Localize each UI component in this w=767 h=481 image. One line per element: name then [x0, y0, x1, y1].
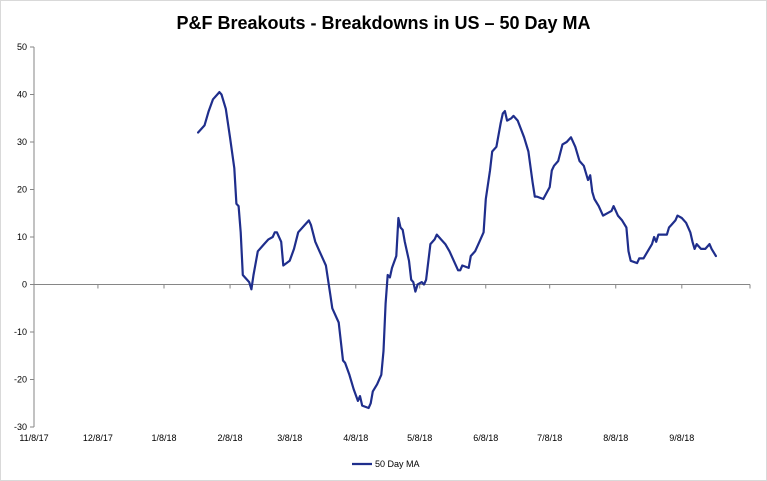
x-tick-label: 12/8/17	[83, 433, 113, 443]
y-axis: -30 -20 -10 0 10 20 30 40 50	[14, 42, 35, 432]
series-line	[197, 90, 718, 410]
y-tick-label: 10	[17, 232, 27, 242]
y-tick-label: 0	[22, 280, 27, 290]
y-tick-label: -30	[14, 422, 27, 432]
y-tick-label: 50	[17, 42, 27, 52]
chart-title: P&F Breakouts - Breakdowns in US – 50 Da…	[176, 13, 591, 33]
x-tick-label: 5/8/18	[407, 433, 432, 443]
series-layer	[197, 90, 718, 410]
x-tick-label: 11/8/17	[19, 433, 48, 443]
x-tick-label: 7/8/18	[537, 433, 562, 443]
x-tick-label: 3/8/18	[277, 433, 302, 443]
x-tick-label: 9/8/18	[669, 433, 694, 443]
x-tick-label: 2/8/18	[218, 433, 243, 443]
y-tick-label: -10	[14, 327, 27, 337]
x-axis: 11/8/17 12/8/17 1/8/18 2/8/18 3/8/18 4/8/18 5/…	[19, 284, 751, 443]
y-tick-label: 30	[17, 137, 27, 147]
legend-label: 50 Day MA	[375, 459, 420, 469]
x-tick-label: 8/8/18	[603, 433, 628, 443]
x-tick-label: 1/8/18	[151, 433, 176, 443]
y-tick-label: 40	[17, 90, 27, 100]
x-tick-label: 6/8/18	[473, 433, 498, 443]
y-tick-label: -20	[14, 375, 27, 385]
x-tick-label: 4/8/18	[343, 433, 368, 443]
legend: 50 Day MA	[352, 459, 420, 469]
y-tick-label: 20	[17, 185, 27, 195]
